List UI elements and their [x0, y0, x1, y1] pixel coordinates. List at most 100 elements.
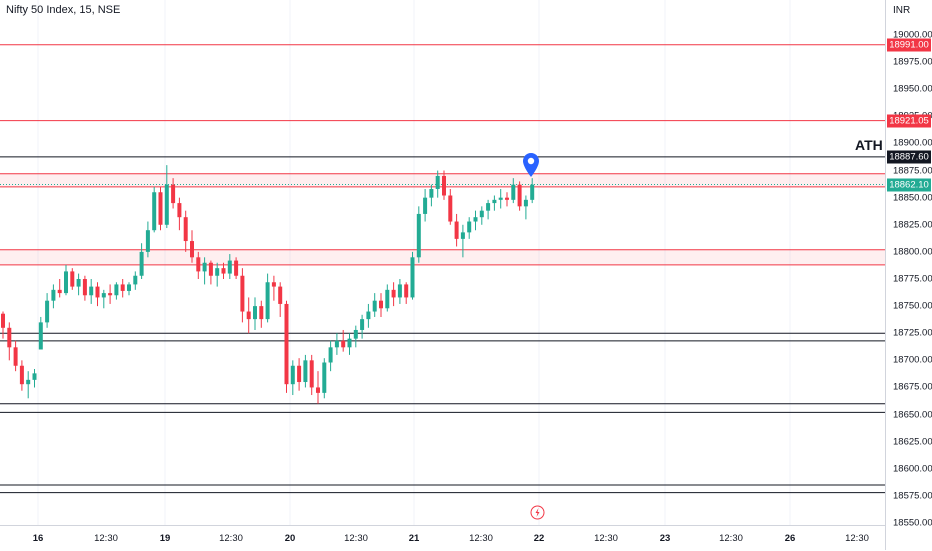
candle-body — [177, 203, 182, 218]
candle-body — [505, 197, 509, 200]
x-tick-label: 12:30 — [845, 533, 869, 544]
chart-plot-area[interactable]: Nifty 50 Index, 15, NSE ATH — [0, 0, 885, 525]
candle-body — [158, 192, 163, 225]
candle-body — [486, 203, 491, 211]
x-tick-label: 20 — [284, 533, 296, 544]
candle-body — [517, 184, 522, 207]
flash-icon[interactable] — [530, 505, 545, 520]
y-tick-label: 18900.00 — [893, 137, 932, 149]
candle-body — [45, 300, 50, 323]
candle-body — [221, 268, 226, 274]
price-axis[interactable] — [885, 0, 932, 550]
candle-body — [322, 362, 327, 393]
candle-body — [429, 188, 434, 198]
candle-body — [190, 241, 194, 258]
candle-body — [511, 184, 516, 200]
candle-body — [372, 300, 377, 312]
time-axis[interactable] — [0, 525, 885, 551]
y-tick-label: 18850.00 — [893, 192, 932, 204]
candle-body — [366, 311, 371, 320]
candle-body — [290, 365, 295, 385]
candle-body — [460, 232, 465, 239]
y-tick-label: 18750.00 — [893, 300, 932, 312]
candle-body — [171, 184, 176, 204]
candle-body — [385, 289, 390, 309]
y-tick-label: 18725.00 — [893, 327, 932, 339]
candle-body — [202, 262, 207, 272]
price-tag-last: 18862.10 — [887, 178, 931, 192]
candle-body — [164, 184, 169, 225]
x-tick-label: 16 — [32, 533, 44, 544]
candle-body — [76, 279, 81, 287]
candle-body — [404, 284, 409, 298]
candle-body — [114, 284, 119, 296]
candlestick-chart[interactable] — [0, 0, 885, 525]
candle-body — [448, 195, 453, 222]
candle-body — [215, 268, 220, 276]
candle-body — [64, 271, 68, 294]
candle-body — [397, 284, 402, 298]
x-tick-label: 19 — [159, 533, 171, 544]
candle-body — [341, 340, 346, 348]
candle-body — [32, 373, 37, 380]
y-tick-label: 18700.00 — [893, 354, 932, 366]
candle-body — [467, 221, 472, 233]
candle-body — [234, 260, 239, 276]
candle-body — [435, 175, 440, 189]
x-tick-label: 12:30 — [469, 533, 493, 544]
candle-body — [284, 303, 289, 385]
candle-body — [70, 271, 75, 287]
candle-body — [309, 360, 314, 388]
x-tick-label: 22 — [533, 533, 545, 544]
candle-body — [227, 260, 232, 274]
candle-body — [246, 311, 251, 320]
y-tick-label: 18800.00 — [893, 246, 932, 258]
price-tag-ath: 18887.60 — [887, 150, 931, 164]
candle-body — [38, 322, 43, 350]
candle-body — [316, 387, 320, 393]
candle-body — [208, 262, 213, 276]
candle-body — [391, 289, 396, 298]
candle-body — [139, 251, 144, 276]
candle-body — [479, 210, 484, 218]
candle-body — [51, 289, 56, 301]
y-tick-label: 18775.00 — [893, 273, 932, 285]
y-tick-label: 18975.00 — [893, 56, 932, 68]
y-tick-label: 18550.00 — [893, 517, 932, 529]
y-tick-label: 18875.00 — [893, 165, 932, 177]
candle-body — [89, 286, 94, 296]
candle-body — [101, 293, 106, 298]
candle-body — [423, 197, 428, 214]
candle-body — [303, 360, 308, 383]
x-tick-label: 12:30 — [219, 533, 243, 544]
candle-body — [26, 379, 31, 385]
candle-body — [7, 327, 12, 348]
candle-body — [13, 347, 18, 366]
candle-body — [57, 289, 62, 294]
x-tick-label: 12:30 — [594, 533, 618, 544]
candle-body — [334, 340, 339, 348]
candle-body — [379, 300, 383, 309]
candle-body — [259, 306, 264, 320]
x-tick-label: 21 — [408, 533, 420, 544]
candle-body — [19, 365, 24, 385]
candle-body — [108, 293, 113, 296]
x-tick-label: 26 — [784, 533, 796, 544]
candle-body — [253, 306, 257, 320]
chart-title: Nifty 50 Index, 15, NSE — [6, 4, 121, 16]
marker-pin-icon[interactable] — [522, 152, 540, 178]
candle-body — [498, 197, 503, 200]
x-tick-label: 12:30 — [344, 533, 368, 544]
y-tick-label: 18675.00 — [893, 381, 932, 393]
candle-body — [492, 199, 497, 204]
y-tick-label: 18650.00 — [893, 409, 932, 421]
candle-body — [416, 213, 421, 258]
candle-body — [530, 184, 535, 200]
candle-body — [183, 217, 188, 242]
candle-body — [454, 221, 459, 239]
candle-body — [145, 230, 150, 252]
candle-body — [442, 175, 446, 196]
x-tick-label: 12:30 — [719, 533, 743, 544]
x-tick-label: 23 — [659, 533, 671, 544]
candle-body — [347, 338, 352, 348]
